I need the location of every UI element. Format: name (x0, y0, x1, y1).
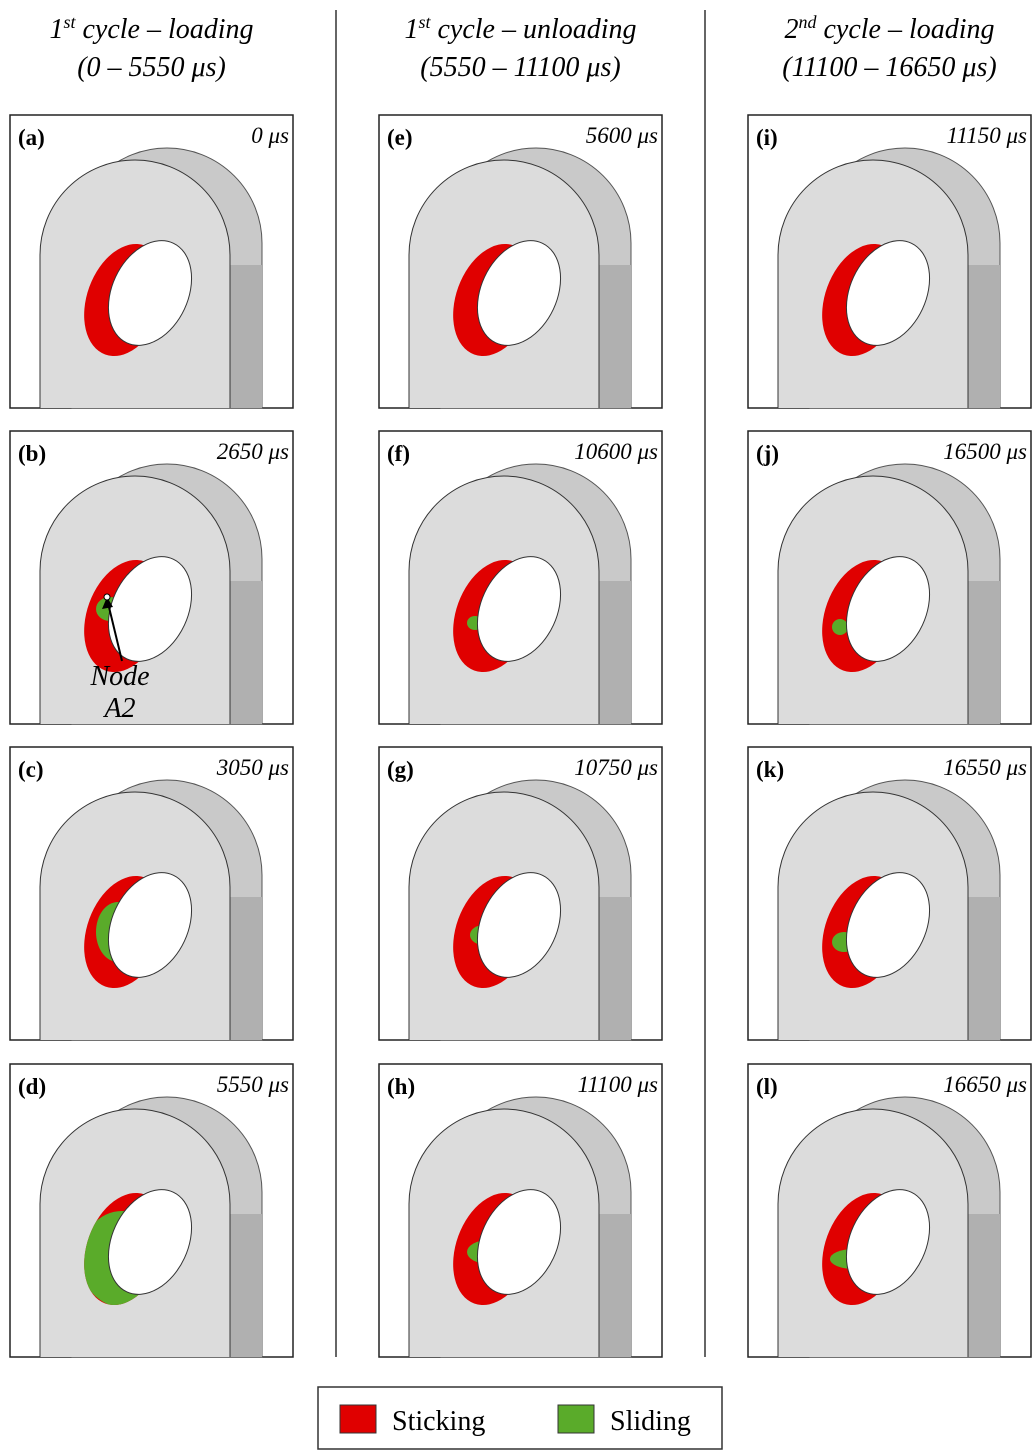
panel-time: 11150 μs (947, 123, 1027, 148)
panel-label: (b) (18, 441, 46, 466)
panel-label: (e) (387, 125, 413, 150)
lug-side (968, 581, 1000, 724)
hole-sliding (832, 619, 848, 635)
title-ordinal: 1 (49, 14, 63, 45)
lug-side (230, 897, 262, 1040)
lug-side (599, 265, 631, 408)
node-marker (104, 594, 110, 600)
panel-time: 3050 μs (216, 755, 289, 780)
panel-label: (k) (756, 757, 784, 782)
title-ordinal: 2 (784, 14, 798, 45)
panel-label: (g) (387, 757, 414, 782)
panel: (g) 10750 μs (379, 747, 662, 1040)
lug-side (968, 1214, 1000, 1357)
panel-time: 16650 μs (943, 1072, 1027, 1097)
legend-swatch (340, 1405, 376, 1433)
lug-side (599, 1214, 631, 1357)
panel-label: (j) (756, 441, 779, 466)
panel: (h) 11100 μs (379, 1064, 662, 1357)
node-annotation: Node (89, 661, 149, 692)
figure: 1st cycle – loading(0 – 5550 μs)(a)0 μs(… (0, 0, 1032, 1450)
panel-time: 0 μs (251, 123, 289, 148)
panel-time: 5600 μs (586, 123, 658, 148)
panel-time: 5550 μs (217, 1072, 289, 1097)
column-range: (11100 – 16650 μs) (782, 52, 996, 83)
panel-time: 16500 μs (943, 439, 1027, 464)
panel-time: 10750 μs (574, 755, 658, 780)
panel-label: (c) (18, 757, 44, 782)
panel-time: 16550 μs (943, 755, 1027, 780)
panel-label: (l) (756, 1074, 778, 1099)
panel-label: (f) (387, 441, 410, 466)
column-range: (0 – 5550 μs) (77, 52, 226, 83)
panel-time: 11100 μs (578, 1072, 658, 1097)
column-range: (5550 – 11100 μs) (420, 52, 620, 83)
node-annotation: A2 (102, 693, 135, 724)
title-ordinal: 1 (404, 14, 418, 45)
lug-side (599, 581, 631, 724)
title-rest: cycle – unloading (430, 14, 636, 45)
panel: (e) 5600 μs (379, 115, 662, 408)
lug-side (230, 1214, 262, 1357)
panel-time: 10600 μs (574, 439, 658, 464)
panel-label: (h) (387, 1074, 415, 1099)
panel-label: (d) (18, 1074, 46, 1099)
panel-label: (i) (756, 125, 778, 150)
panel: (l) 16650 μs (748, 1064, 1031, 1357)
lug-side (968, 897, 1000, 1040)
legend-label: Sticking (392, 1406, 485, 1437)
lug-side (599, 897, 631, 1040)
legend-label: Sliding (610, 1406, 691, 1437)
title-rest: cycle – loading (816, 14, 994, 45)
panel: (j) 16500 μs (748, 431, 1031, 724)
panel: (d) 5550 μs (10, 1064, 293, 1357)
title-sup: nd (798, 12, 817, 32)
column-title: 1st cycle – unloading (404, 12, 636, 45)
legend-swatch (558, 1405, 594, 1433)
column-title: 1st cycle – loading (49, 12, 253, 45)
panel: (f) 10600 μs (379, 431, 662, 724)
panel: (i) 11150 μs (748, 115, 1031, 408)
lug-side (230, 265, 262, 408)
panel: (c) 3050 μs (10, 747, 293, 1040)
column-title: 2nd cycle – loading (784, 12, 994, 45)
panel: (a) 0 μs (10, 115, 293, 408)
title-rest: cycle – loading (75, 14, 253, 45)
panel-time: 2650 μs (217, 439, 289, 464)
panel-label: (a) (18, 125, 45, 150)
lug-side (968, 265, 1000, 408)
lug-side (230, 581, 262, 724)
panel: (k) 16550 μs (748, 747, 1031, 1040)
